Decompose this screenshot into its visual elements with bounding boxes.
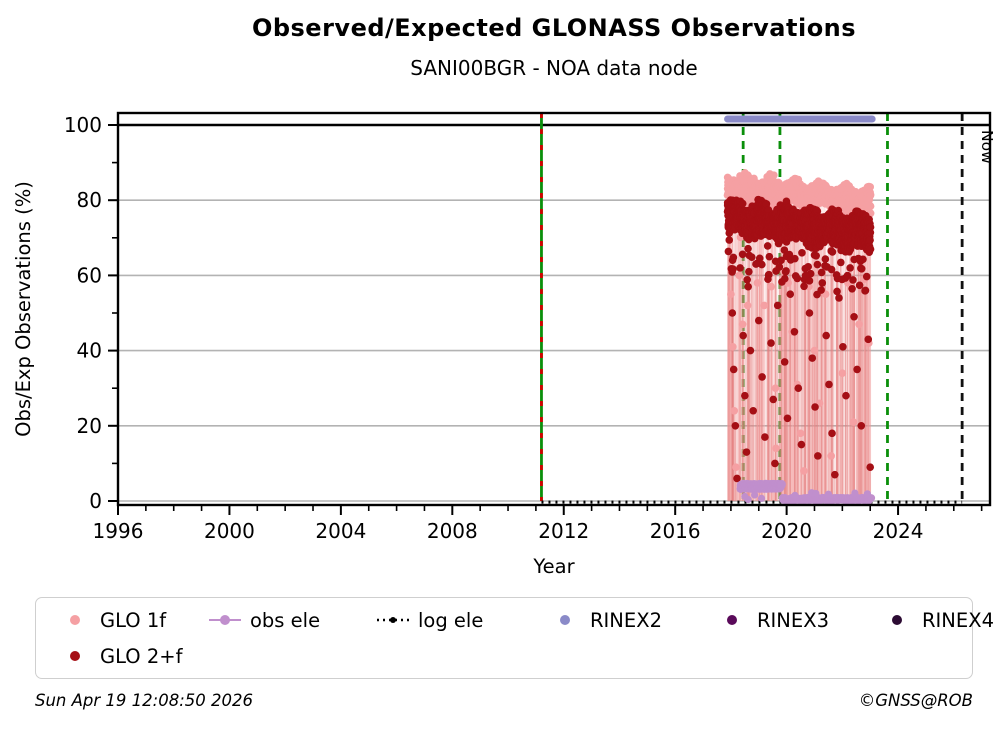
legend-label: RINEX2: [590, 608, 662, 632]
svg-text:2000: 2000: [204, 519, 255, 543]
svg-text:100: 100: [64, 113, 102, 137]
svg-text:0: 0: [89, 489, 102, 513]
legend-item-rinex3: RINEX3: [715, 609, 880, 632]
legend-item-rinex4: RINEX4: [880, 609, 994, 632]
legend-label: log ele: [418, 608, 484, 632]
legend-item-log-ele: log ele: [376, 609, 548, 632]
legend-label: RINEX3: [757, 608, 829, 632]
footer-copyright: ©GNSS@ROB: [858, 691, 973, 710]
legend-label: RINEX4: [922, 608, 994, 632]
svg-text:2012: 2012: [538, 519, 589, 543]
svg-text:2024: 2024: [873, 519, 924, 543]
now-label: Now: [978, 130, 996, 164]
legend-item-glo-1f: GLO 1f: [58, 609, 208, 632]
legend-label: GLO 2+f: [100, 644, 183, 668]
svg-text:40: 40: [77, 339, 102, 363]
svg-text:1996: 1996: [93, 519, 144, 543]
chart-subtitle: SANI00BGR - NOA data node: [410, 56, 698, 80]
svg-text:80: 80: [77, 188, 102, 212]
legend-label: GLO 1f: [100, 608, 167, 632]
line-dot-icon: [208, 613, 242, 627]
dot-icon: [548, 613, 582, 627]
dot-icon: [880, 613, 914, 627]
y-axis-label: Obs/Exp Observations (%): [12, 181, 35, 437]
svg-text:2020: 2020: [761, 519, 812, 543]
x-axis-label: Year: [532, 555, 575, 578]
legend: GLO 1f obs ele log ele RINEX2 RINEX3 RINEX4 GL…: [35, 597, 994, 679]
legend-label: obs ele: [250, 608, 321, 632]
dot-icon: [58, 613, 92, 627]
title-block: Observed/Expected GLONASS Observations S…: [100, 14, 1008, 80]
svg-text:2016: 2016: [650, 519, 701, 543]
svg-text:2004: 2004: [315, 519, 366, 543]
svg-text:20: 20: [77, 414, 102, 438]
legend-item-rinex2: RINEX2: [548, 609, 715, 632]
dot-icon: [715, 613, 749, 627]
chart-title: Observed/Expected GLONASS Observations: [251, 14, 857, 42]
svg-text:60: 60: [77, 263, 102, 287]
glonass-availability-chart: 1996 2000 2004 2008 2012 2016 2020 2024 0 20 40 60 8…: [12, 111, 996, 578]
legend-item-glo-2-f: GLO 2+f: [58, 645, 208, 668]
footer-timestamp: Sun Apr 19 12:08:50 2026: [35, 691, 254, 710]
legend-item-obs-ele: obs ele: [208, 609, 376, 632]
dot-icon: [58, 649, 92, 663]
dotted-line-icon: [376, 613, 410, 627]
svg-text:2008: 2008: [427, 519, 478, 543]
